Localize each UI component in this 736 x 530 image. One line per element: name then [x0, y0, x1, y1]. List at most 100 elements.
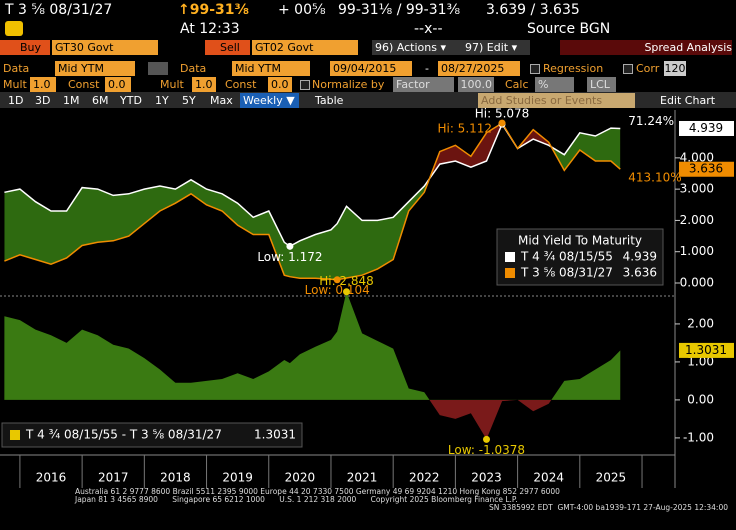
- legend-swatch: [505, 268, 515, 278]
- period-button[interactable]: 6M: [92, 94, 109, 107]
- label: Mult: [3, 78, 27, 91]
- actions[interactable]: 96) Actions ▾: [372, 40, 462, 55]
- legend-title: Mid Yield To Maturity: [518, 234, 642, 248]
- label: Data: [180, 62, 207, 75]
- period-button[interactable]: 1Y: [155, 94, 169, 107]
- x-tick-label: 2022: [409, 471, 440, 485]
- x-tick-label: 2020: [285, 471, 316, 485]
- icon[interactable]: [5, 21, 23, 36]
- change-label: 413.10%: [628, 171, 681, 185]
- input[interactable]: 1.0: [30, 77, 56, 92]
- legend-value: 4.939: [623, 250, 657, 264]
- input[interactable]: 0.0: [105, 77, 131, 92]
- checkbox[interactable]: [300, 80, 310, 90]
- function: Spread Analysis: [560, 40, 732, 55]
- select[interactable]: LCL: [587, 77, 616, 92]
- y-tick-label: 2.00: [687, 316, 714, 330]
- last-value: 3.636: [689, 162, 723, 176]
- buy[interactable]: Buy: [0, 40, 50, 55]
- swap-button[interactable]: [148, 62, 168, 75]
- label: Calc: [505, 78, 529, 91]
- y-tick-label: -1.00: [683, 430, 714, 444]
- spread-area: [4, 291, 621, 440]
- field[interactable]: Mid YTM: [232, 61, 310, 76]
- period-button[interactable]: Max: [210, 94, 233, 107]
- legend-swatch: [10, 430, 20, 440]
- extreme-label: Low: 1.172: [257, 250, 322, 264]
- corr-window[interactable]: 120: [664, 61, 686, 76]
- source: Source BGN: [527, 21, 611, 37]
- input[interactable]: 100.0: [458, 77, 494, 92]
- legend-label: T 4 ¾ 08/15/55 - T 3 ⅝ 08/31/27: [25, 428, 222, 442]
- end-date[interactable]: 08/27/2025: [438, 61, 520, 76]
- change-label: 71.24%: [628, 114, 674, 128]
- extreme-label: Hi: 5.112: [437, 122, 492, 136]
- extreme-point: [286, 242, 294, 250]
- input[interactable]: 1.0: [192, 77, 216, 92]
- extreme-point: [482, 435, 490, 443]
- series-line: [4, 122, 621, 281]
- y-tick-label: 2.000: [680, 213, 714, 227]
- y-tick-label: 3.000: [680, 182, 714, 196]
- label: Const: [225, 78, 257, 91]
- y-tick-label: 1.000: [680, 244, 714, 258]
- x-tick-label: 2017: [98, 471, 129, 485]
- start-date[interactable]: 09/04/2015: [330, 61, 412, 76]
- buy-ticker[interactable]: GT30 Govt: [52, 40, 158, 55]
- period-button[interactable]: 5Y: [182, 94, 196, 107]
- frequency[interactable]: Weekly ▼: [240, 93, 299, 108]
- security: T 3 ⅝ 08/31/27: [5, 2, 113, 18]
- legend-box: [496, 228, 664, 286]
- footer-line: Australia 61 2 9777 8600 Brazil 5511 239…: [75, 487, 560, 496]
- time: At 12:33: [180, 21, 240, 37]
- studies[interactable]: Add Studies or Events: [478, 93, 635, 108]
- last-value: 1.3031: [685, 343, 727, 357]
- period-button[interactable]: 1M: [63, 94, 80, 107]
- yields: 3.639 / 3.635: [486, 2, 580, 18]
- last-value-tag: [679, 161, 734, 177]
- sell[interactable]: Sell: [205, 40, 250, 55]
- last-value: 4.939: [689, 121, 723, 135]
- footer-line: SN 3385992 EDT GMT-4:00 ba1939-171 27-Au…: [489, 503, 728, 512]
- extreme-label: Low: -1.0378: [448, 443, 525, 457]
- last-value-tag: [679, 120, 734, 136]
- table-button[interactable]: Table: [315, 94, 344, 107]
- sell-ticker[interactable]: GT02 Govt: [252, 40, 358, 55]
- field[interactable]: Mid YTM: [55, 61, 135, 76]
- size: --x--: [414, 21, 443, 37]
- select[interactable]: Factor: [393, 77, 454, 92]
- y-tick-label: 1.00: [687, 354, 714, 368]
- period-button[interactable]: 3D: [35, 94, 51, 107]
- x-tick-label: 2019: [222, 471, 253, 485]
- select[interactable]: %: [535, 77, 574, 92]
- period-button[interactable]: YTD: [120, 94, 142, 107]
- period-button[interactable]: 1D: [8, 94, 24, 107]
- x-tick-label: 2021: [347, 471, 378, 485]
- change: + 00⅝: [278, 2, 326, 18]
- label: Corr: [636, 62, 660, 75]
- checkbox[interactable]: [530, 64, 540, 74]
- extreme-point: [498, 119, 506, 127]
- legend-box: [1, 422, 303, 448]
- extreme-label: Hi: 2.848: [319, 274, 374, 288]
- input[interactable]: 0.0: [268, 77, 292, 92]
- label: Normalize by: [312, 78, 385, 91]
- label: Data: [3, 62, 30, 75]
- legend-swatch: [505, 252, 515, 262]
- checkbox[interactable]: [623, 64, 633, 74]
- legend-value: 3.636: [623, 266, 657, 280]
- x-tick-label: 2018: [160, 471, 191, 485]
- edit-chart[interactable]: Edit Chart: [660, 94, 716, 107]
- extreme-label: Low: 0.104: [305, 283, 370, 297]
- legend-value: 1.3031: [254, 428, 296, 442]
- label: Regression: [543, 62, 604, 75]
- extreme-point: [333, 276, 341, 284]
- footer-line: Japan 81 3 4565 8900 Singapore 65 6212 1…: [75, 495, 518, 504]
- x-tick-label: 2025: [596, 471, 627, 485]
- label: Const: [68, 78, 100, 91]
- edit[interactable]: 97) Edit ▾: [462, 40, 530, 55]
- last-value-tag: [679, 342, 734, 358]
- bid-ask: 99-31⅛ / 99-31⅜: [338, 2, 461, 18]
